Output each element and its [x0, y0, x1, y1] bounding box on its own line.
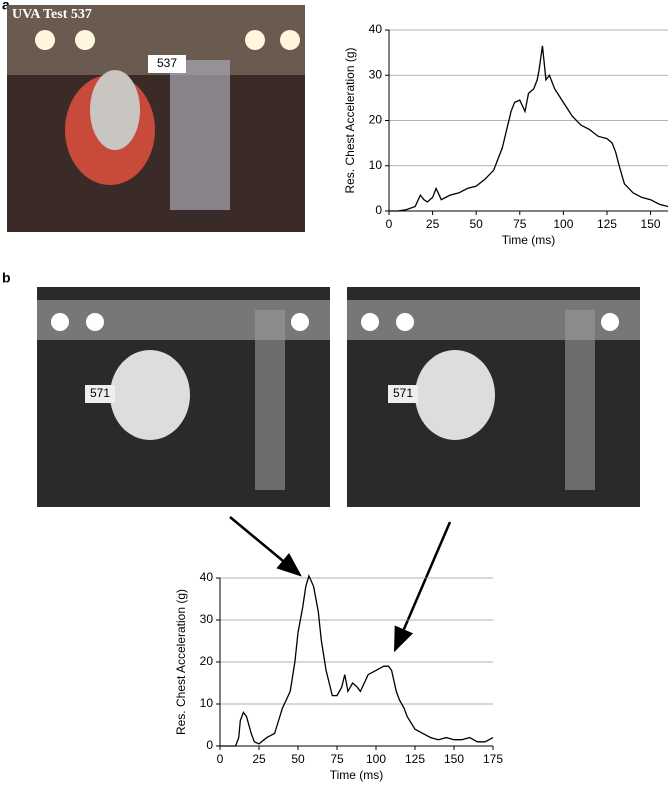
y-tick-label: 10 — [200, 696, 214, 710]
x-tick-label: 0 — [386, 217, 393, 231]
data-line — [220, 574, 494, 747]
x-tick-label: 50 — [291, 752, 305, 766]
photo-a: 537 UVA Test 537 — [7, 5, 305, 232]
arrow — [393, 521, 452, 653]
panel-label: a — [2, 0, 10, 13]
y-tick-label: 30 — [369, 67, 383, 81]
x-tick-label: 125 — [597, 217, 617, 231]
x-tick-label: 125 — [405, 752, 425, 766]
photo-sign: 537 — [157, 56, 177, 70]
y-tick-label: 40 — [200, 570, 214, 584]
x-tick-label: 100 — [553, 217, 573, 231]
x-axis-title: Time (ms) — [502, 233, 556, 247]
x-tick-label: 25 — [426, 217, 440, 231]
x-tick-label: 175 — [483, 752, 503, 766]
y-tick-label: 30 — [200, 612, 214, 626]
x-axis-title: Time (ms) — [330, 768, 384, 782]
x-tick-label: 150 — [444, 752, 464, 766]
y-tick-label: 40 — [369, 22, 383, 36]
x-tick-label: 75 — [330, 752, 344, 766]
panel-label: b — [2, 270, 11, 286]
x-tick-label: 100 — [366, 752, 386, 766]
y-tick-label: 0 — [206, 738, 213, 752]
photo-b2: 571 — [347, 287, 640, 507]
x-tick-label: 150 — [641, 217, 661, 231]
y-tick-label: 20 — [369, 113, 383, 127]
y-tick-label: 20 — [200, 654, 214, 668]
x-tick-label: 75 — [513, 217, 527, 231]
x-tick-label: 25 — [252, 752, 266, 766]
data-line — [389, 45, 669, 212]
arrow — [229, 516, 302, 577]
y-tick-label: 0 — [375, 203, 382, 217]
photo-sign: 571 — [393, 386, 413, 400]
x-tick-label: 0 — [217, 752, 224, 766]
y-axis-title: Res. Chest Acceleration (g) — [343, 47, 357, 193]
y-axis-title: Res. Chest Acceleration (g) — [174, 589, 188, 735]
y-tick-label: 10 — [369, 158, 383, 172]
photo-caption: UVA Test 537 — [12, 7, 92, 22]
x-tick-label: 50 — [470, 217, 484, 231]
photo-b1: 571 — [37, 287, 330, 507]
photo-sign: 571 — [90, 386, 110, 400]
